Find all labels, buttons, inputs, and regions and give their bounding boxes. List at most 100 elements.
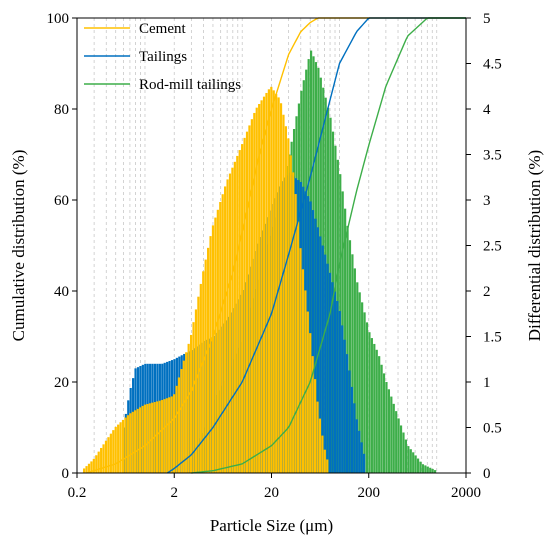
differential-bar <box>114 426 117 473</box>
y2-tick-label: 4.5 <box>483 57 502 73</box>
differential-bar <box>380 364 383 473</box>
differential-bar <box>189 334 193 473</box>
x-tick-label: 20 <box>264 485 279 501</box>
differential-bar <box>399 425 403 473</box>
differential-bar <box>121 419 125 473</box>
differential-bar <box>362 453 366 473</box>
differential-bar <box>284 126 288 474</box>
differential-bar <box>155 401 159 473</box>
differential-bar <box>92 458 95 473</box>
cumulative-lines <box>86 17 466 474</box>
differential-bar <box>407 446 410 473</box>
legend-item: Cement <box>84 21 186 37</box>
differential-bar <box>258 103 261 474</box>
differential-bar <box>360 442 363 473</box>
differential-bar <box>385 382 388 473</box>
differential-bar <box>109 433 112 473</box>
differential-bar <box>326 263 329 473</box>
y-tick-label: 40 <box>54 284 69 300</box>
differential-bar <box>182 360 185 473</box>
differential-bar <box>424 465 427 473</box>
differential-bar <box>358 292 361 473</box>
differential-bar <box>341 325 344 473</box>
differential-bar <box>97 451 100 473</box>
y-axis-title: Cumulative distribution (%) <box>9 150 28 342</box>
axis-ticks: 0.2 2 20 200 200002040608010000.511.522.533.… <box>47 11 502 501</box>
legend-item: Tailings <box>84 49 187 65</box>
differential-bar <box>248 125 251 473</box>
differential-bar <box>255 107 258 473</box>
differential-bar <box>333 291 337 473</box>
differential-bar <box>345 354 349 473</box>
differential-bar <box>214 217 217 473</box>
differential-bar <box>351 254 354 473</box>
differential-bar <box>311 356 314 473</box>
differential-bar <box>85 466 88 473</box>
differential-bar <box>353 403 356 473</box>
differential-bar <box>260 100 263 473</box>
differential-bar <box>112 430 115 473</box>
differential-bar <box>412 452 415 473</box>
differential-bar <box>117 424 120 473</box>
differential-bar <box>314 218 317 473</box>
differential-bar <box>321 435 324 473</box>
y2-tick-label: 1.5 <box>483 330 502 346</box>
differential-bar <box>187 343 190 473</box>
differential-bar <box>90 461 93 473</box>
differential-bar <box>131 411 134 473</box>
differential-bar <box>136 408 139 473</box>
differential-bar <box>204 259 207 473</box>
differential-bar <box>409 449 412 473</box>
differential-bar <box>202 271 205 473</box>
differential-bars <box>83 50 437 474</box>
y2-tick-label: 1 <box>483 375 491 391</box>
differential-bar <box>95 455 98 473</box>
differential-bar <box>296 221 300 473</box>
differential-bar <box>277 97 280 473</box>
differential-bar <box>238 150 241 473</box>
differential-bar <box>397 418 400 473</box>
differential-bar <box>382 373 386 473</box>
differential-bar <box>356 282 359 473</box>
differential-bar <box>272 90 275 474</box>
differential-bar <box>231 167 234 473</box>
differential-bar <box>134 410 137 473</box>
differential-bar <box>221 194 224 473</box>
differential-bar <box>146 403 149 473</box>
differential-bar <box>143 404 146 473</box>
differential-bar <box>168 397 171 473</box>
differential-bar <box>348 240 352 473</box>
differential-bar <box>219 202 222 473</box>
y2-tick-label: 4 <box>483 102 491 118</box>
differential-bar <box>426 466 429 473</box>
differential-bar <box>233 161 236 473</box>
differential-bar <box>209 236 212 473</box>
differential-bar <box>267 89 270 473</box>
y2-tick-label: 2 <box>483 284 491 300</box>
differential-bar <box>294 194 297 473</box>
differential-bar <box>301 269 305 473</box>
differential-bar <box>421 464 425 473</box>
differential-bar <box>323 449 326 473</box>
cumulative-line-1 <box>167 17 466 474</box>
differential-bar <box>419 461 422 473</box>
differential-bar <box>365 322 369 473</box>
differential-bar <box>353 268 356 473</box>
differential-bar <box>163 399 166 473</box>
differential-bar <box>395 411 398 473</box>
legend-label: Tailings <box>139 49 187 65</box>
differential-bar <box>328 272 332 473</box>
differential-bar <box>253 112 256 474</box>
differential-bar <box>126 415 129 473</box>
differential-bar <box>316 227 320 473</box>
differential-bar <box>119 422 122 473</box>
differential-bar <box>318 418 322 473</box>
differential-bar <box>270 86 273 474</box>
differential-bar <box>216 209 219 473</box>
differential-bar <box>124 417 127 473</box>
differential-bar <box>275 93 278 473</box>
x-tick-label: 200 <box>358 485 381 501</box>
differential-bar <box>194 309 198 473</box>
y-tick-label: 0 <box>62 466 70 482</box>
differential-bar <box>431 468 434 473</box>
